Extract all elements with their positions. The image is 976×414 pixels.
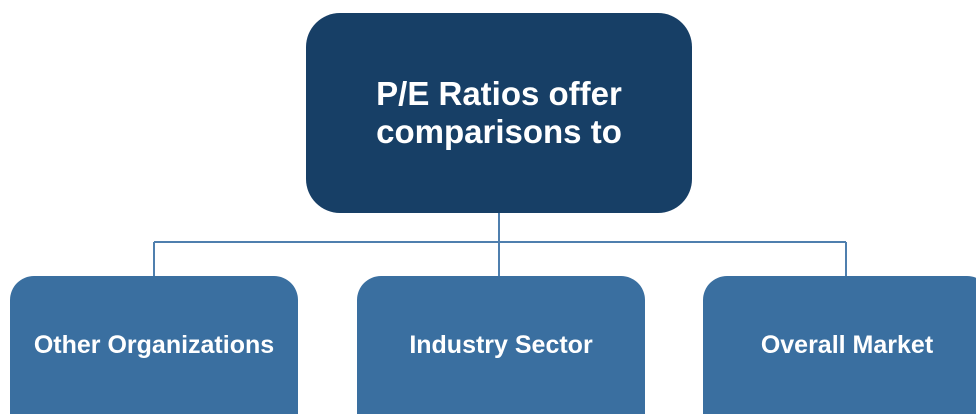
root-node: P/E Ratios offer comparisons to [306,13,692,213]
child-node: Industry Sector [357,276,645,414]
child-node: Overall Market [703,276,976,414]
child-node: Other Organizations [10,276,298,414]
